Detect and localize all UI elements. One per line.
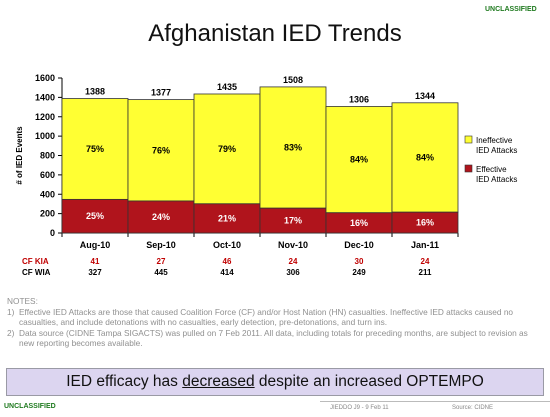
stats-value: 46 <box>223 257 232 266</box>
bar-total-label: 1508 <box>283 75 303 85</box>
notes-heading: NOTES: <box>7 296 38 306</box>
bar-ineffective <box>193 93 261 205</box>
note-number: 2) <box>7 327 15 338</box>
x-category-label: Jan-11 <box>411 240 439 250</box>
bar-effective-pct-label: 16% <box>350 218 368 228</box>
banner-text-emphasis: decreased <box>182 373 255 390</box>
y-tick-label: 600 <box>40 170 55 180</box>
legend-label-line2: IED Attacks <box>476 146 517 155</box>
bar-total-label: 1388 <box>85 87 105 97</box>
ied-trends-chart: 0 200 400 600 800 1000 1200 1400 1600 # of IED Ev… <box>15 73 517 277</box>
legend-label-line1: Ineffective <box>476 136 513 145</box>
y-tick-label: 1600 <box>35 73 55 83</box>
note-number: 1) <box>7 306 15 317</box>
classification-marking-top: UNCLASSIFIED <box>485 6 537 13</box>
bar-ineffective <box>259 86 327 209</box>
bar-ineffective <box>325 106 393 214</box>
note-item-1: 1) Effective IED Attacks are those that … <box>7 307 539 328</box>
legend-label-line2: IED Attacks <box>476 175 517 184</box>
bar-total-label: 1306 <box>349 94 369 104</box>
footer-divider <box>320 401 550 402</box>
stats-row-label: CF WIA <box>22 268 51 277</box>
x-category-label: Nov-10 <box>278 240 308 250</box>
stats-value: 30 <box>355 257 364 266</box>
bar-effective <box>127 200 195 234</box>
legend-label-line1: Effective <box>476 165 507 174</box>
bar-ineffective-pct-label: 75% <box>86 144 104 154</box>
bar-effective <box>193 203 261 234</box>
note-text: Data source (CIDNE Tampa SIGACTS) was pu… <box>19 327 528 349</box>
x-category-label: Sep-10 <box>146 240 176 250</box>
bar-ineffective-pct-label: 76% <box>152 145 170 155</box>
bar-effective <box>259 207 327 234</box>
classification-marking-bottom: UNCLASSIFIED <box>4 403 56 410</box>
bar-total-label: 1435 <box>217 82 237 92</box>
legend-swatch <box>464 135 473 144</box>
chart-bars <box>61 86 459 234</box>
bar-ineffective <box>391 102 459 213</box>
y-tick-label: 1200 <box>35 112 55 122</box>
stats-value: 306 <box>286 268 300 277</box>
x-category-label: Aug-10 <box>80 240 111 250</box>
key-message-banner: IED efficacy has decreased despite an in… <box>6 368 544 396</box>
x-category-label: Oct-10 <box>213 240 241 250</box>
stats-value: 41 <box>91 257 100 266</box>
y-tick-label: 1000 <box>35 131 55 141</box>
stats-value: 249 <box>352 268 366 277</box>
bar-effective-pct-label: 21% <box>218 213 236 223</box>
stats-value: 27 <box>157 257 166 266</box>
banner-text-pre: IED efficacy has <box>66 373 183 390</box>
footer-source: Source: CIDNE <box>452 405 494 411</box>
casualty-stats: CF KIA 41 27 46 24 30 24 CF WIA 327 445 414 306 249 2… <box>22 257 432 277</box>
stats-value: 445 <box>154 268 168 277</box>
footer-credit: JIEDDO J9 - 9 Feb 11 <box>330 405 389 411</box>
bar-effective-pct-label: 25% <box>86 211 104 221</box>
bar-effective-pct-label: 17% <box>284 216 302 226</box>
stats-row-label: CF KIA <box>22 257 49 266</box>
bar-effective-pct-label: 24% <box>152 212 170 222</box>
legend-swatch <box>464 164 473 173</box>
bar-ineffective-pct-label: 84% <box>416 152 434 162</box>
stats-value: 24 <box>289 257 298 266</box>
stats-value: 327 <box>88 268 102 277</box>
x-category-label: Dec-10 <box>344 240 374 250</box>
bar-effective-pct-label: 16% <box>416 218 434 228</box>
bar-ineffective-pct-label: 79% <box>218 144 236 154</box>
y-tick-label: 0 <box>50 228 55 238</box>
stats-value: 24 <box>421 257 430 266</box>
note-item-2: 2) Data source (CIDNE Tampa SIGACTS) was… <box>7 328 539 349</box>
notes-block: NOTES: 1) Effective IED Attacks are thos… <box>7 296 539 349</box>
bar-effective <box>391 211 459 234</box>
y-tick-label: 800 <box>40 151 55 161</box>
bar-ineffective <box>127 99 195 202</box>
y-tick-label: 200 <box>40 209 55 219</box>
stats-value: 414 <box>220 268 234 277</box>
stats-value: 211 <box>419 268 432 277</box>
bar-total-label: 1377 <box>151 88 171 98</box>
bar-total-label: 1344 <box>415 91 435 101</box>
y-axis-title: # of IED Events <box>15 126 24 185</box>
slide-title: Afghanistan IED Trends <box>148 20 402 47</box>
chart-labels: 1388 75% 25% Aug-10 1377 76% 24% Sep-10 1435 79% 2… <box>80 75 439 250</box>
y-tick-label: 400 <box>40 189 55 199</box>
note-text: Effective IED Attacks are those that cau… <box>19 306 514 328</box>
bar-ineffective-pct-label: 83% <box>284 143 302 153</box>
banner-text-post: despite an increased OPTEMPO <box>254 373 484 390</box>
y-tick-label: 1400 <box>35 92 55 102</box>
bar-ineffective-pct-label: 84% <box>350 155 368 165</box>
